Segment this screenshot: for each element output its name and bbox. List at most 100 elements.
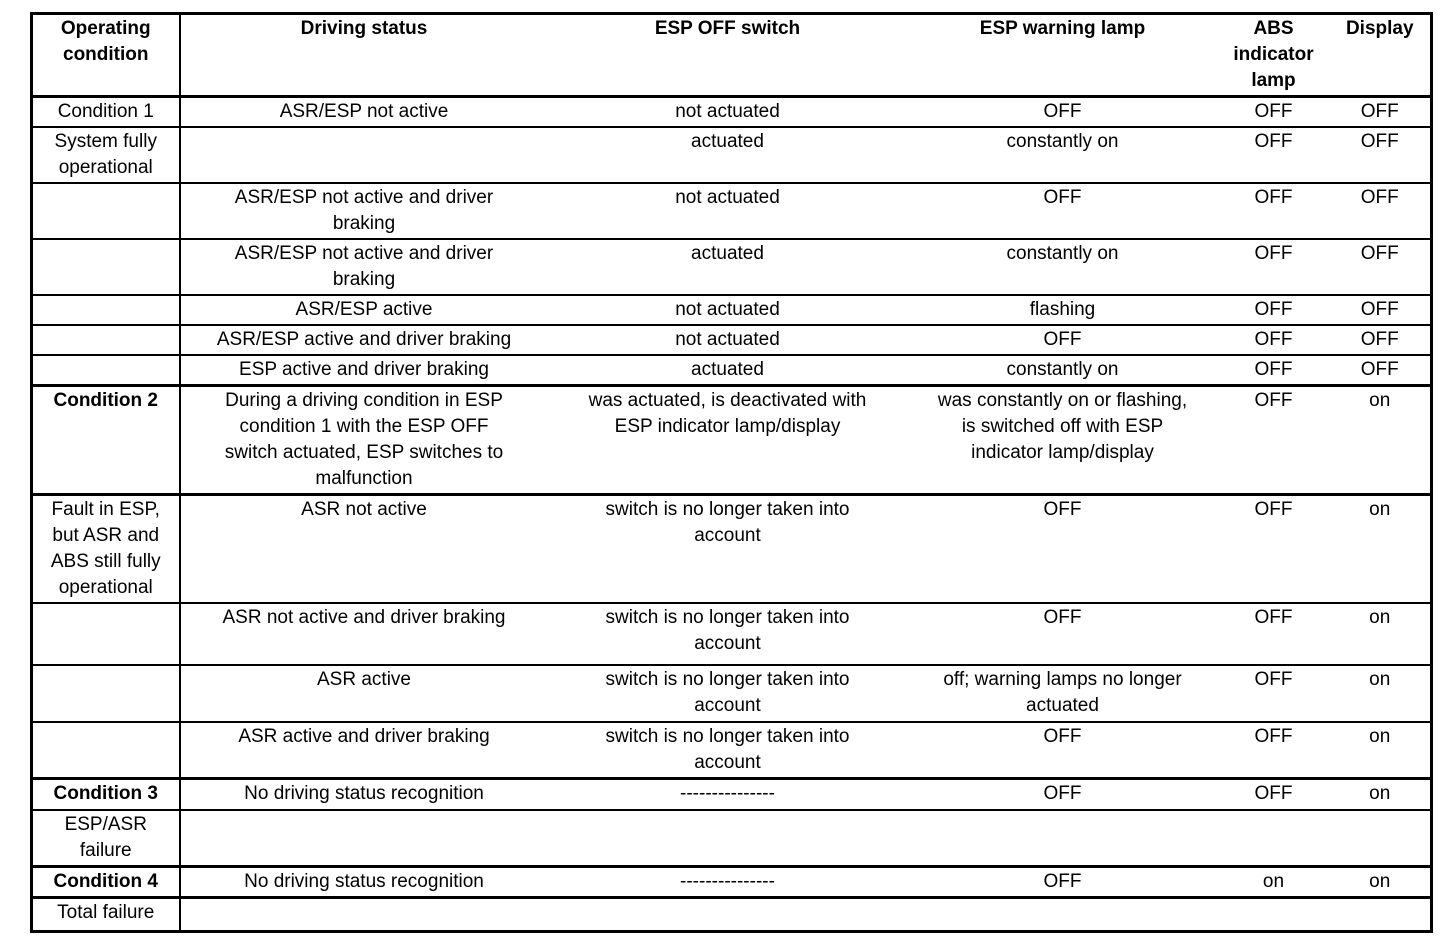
table-cell: on (1329, 866, 1432, 899)
table-cell: OFF (1329, 239, 1432, 296)
table-header: Operating condition Driving status ESP O… (31, 13, 1432, 98)
table-cell: OFF (1217, 183, 1330, 240)
table-cell: OFF (1217, 96, 1330, 128)
table-cell (31, 295, 181, 326)
table-cell: on (1217, 866, 1330, 899)
table-cell: switch is no longer taken into account (547, 494, 908, 604)
table-cell: OFF (1217, 355, 1330, 387)
table-row: ASR/ESP not active and driver braking not… (31, 183, 1432, 240)
table-cell: not actuated (547, 183, 908, 240)
table-cell: Condition 4 (31, 866, 181, 899)
table-row: ASR/ESP active and driver braking not act… (31, 325, 1432, 356)
table-cell: Condition 1 (31, 96, 181, 128)
table-row: ASR/ESP active not actuated flashing OFF OFF (31, 295, 1432, 326)
table-cell: Condition 2 (31, 385, 181, 496)
table-cell: switch is no longer taken into account (547, 665, 908, 723)
table-cell: OFF (1329, 183, 1432, 240)
table-cell (1217, 809, 1330, 868)
table-cell: actuated (547, 127, 908, 184)
table-cell: on (1329, 778, 1432, 811)
table-cell: OFF (1329, 127, 1432, 184)
table-cell: ASR not active (179, 494, 548, 604)
table-row: ASR active and driver braking switch is n… (31, 722, 1432, 780)
table-row: ESP/ASR failure (31, 809, 1432, 868)
column-header-operating-condition: Operating condition (31, 13, 181, 98)
header-row: Operating condition Driving status ESP O… (31, 13, 1432, 98)
table-cell: on (1329, 494, 1432, 604)
table-cell: ASR not active and driver braking (179, 603, 548, 666)
table-cell: OFF (1329, 325, 1432, 356)
table-cell: ASR/ESP not active and driver braking (179, 183, 548, 240)
table-cell (908, 897, 1218, 931)
table-cell: not actuated (547, 295, 908, 326)
table-cell: OFF (907, 603, 1218, 666)
table-cell: OFF (1217, 665, 1330, 723)
table-cell: Total failure (31, 897, 181, 931)
table-row: ASR active switch is no longer taken into… (31, 665, 1432, 723)
table-cell (31, 325, 181, 356)
table-cell: flashing (907, 295, 1218, 326)
table-cell: OFF (907, 325, 1218, 356)
table-cell (31, 603, 181, 666)
table-cell: switch is no longer taken into account (547, 722, 908, 780)
table-cell: on (1329, 665, 1432, 723)
table-cell: on (1329, 603, 1432, 666)
table-cell: ASR/ESP not active (179, 96, 548, 128)
table-cell: ASR active (179, 665, 548, 723)
table-cell: was actuated, is deactivated with ESP in… (547, 385, 908, 496)
table-row: ESP active and driver braking actuated con… (31, 355, 1432, 387)
table-cell: OFF (1217, 325, 1330, 356)
table-cell (179, 809, 548, 868)
table-cell (31, 722, 181, 780)
esp-operating-conditions-table: Operating condition Driving status ESP O… (30, 12, 1433, 933)
table-cell: constantly on (907, 127, 1218, 184)
table-body: Condition 1 ASR/ESP not active not actuate… (31, 96, 1432, 931)
table-cell: OFF (1217, 239, 1330, 296)
table-cell: ASR/ESP not active and driver braking (179, 239, 548, 296)
table-cell: No driving status recognition (179, 778, 548, 811)
table-cell: OFF (1329, 96, 1432, 128)
table-cell: During a driving condition in ESP condit… (179, 385, 548, 496)
table-cell (1329, 809, 1432, 868)
table-row: Condition 2 During a driving condition in… (31, 385, 1432, 496)
table-cell: OFF (1217, 494, 1330, 604)
table-cell: on (1329, 385, 1432, 496)
table-row: Total failure (31, 897, 1432, 931)
column-header-driving-status: Driving status (179, 13, 548, 98)
table-cell: Condition 3 (31, 778, 181, 811)
column-header-esp-warning-lamp: ESP warning lamp (907, 13, 1218, 98)
column-header-display: Display (1329, 13, 1432, 98)
table-row: Condition 1 ASR/ESP not active not actuate… (31, 96, 1432, 128)
table-cell: not actuated (547, 96, 908, 128)
table-cell: OFF (907, 183, 1218, 240)
table-cell: OFF (1217, 295, 1330, 326)
table-cell: OFF (907, 722, 1218, 780)
table-cell: No driving status recognition (179, 866, 548, 899)
table-cell: ASR active and driver braking (179, 722, 548, 780)
table-row: System fully operational actuated constant… (31, 127, 1432, 184)
table-cell: --------------- (547, 778, 908, 811)
table-cell (180, 897, 548, 931)
table-cell: ASR/ESP active and driver braking (179, 325, 548, 356)
table-cell (31, 239, 181, 296)
table-cell: OFF (1217, 722, 1330, 780)
table-cell: OFF (907, 494, 1218, 604)
table-cell: OFF (907, 778, 1218, 811)
table-cell (31, 355, 181, 387)
column-header-abs-indicator-lamp: ABS indicator lamp (1217, 13, 1330, 98)
table-cell: on (1329, 722, 1432, 780)
table-cell: constantly on (907, 239, 1218, 296)
table-row: ASR not active and driver braking switch … (31, 603, 1432, 666)
table-cell: OFF (907, 96, 1218, 128)
table-row: ASR/ESP not active and driver braking act… (31, 239, 1432, 296)
table-cell (1218, 897, 1330, 931)
table-cell: OFF (1217, 778, 1330, 811)
table-cell: OFF (1217, 603, 1330, 666)
table-cell: OFF (1217, 385, 1330, 496)
table-cell: OFF (1217, 127, 1330, 184)
table-cell (547, 809, 908, 868)
table-cell (1330, 897, 1432, 931)
table-cell: ESP active and driver braking (179, 355, 548, 387)
table-cell: OFF (1329, 355, 1432, 387)
table-cell: --------------- (547, 866, 908, 899)
